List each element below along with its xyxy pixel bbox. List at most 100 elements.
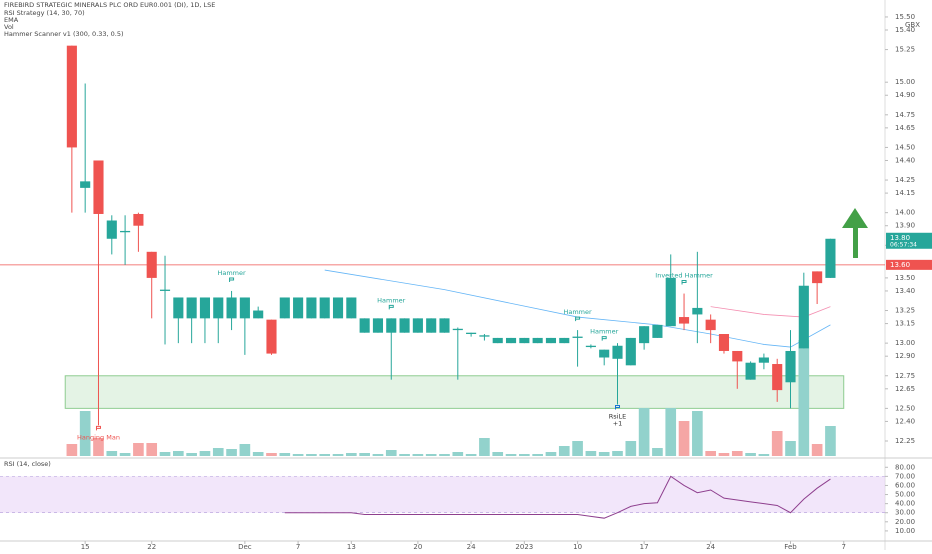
y-tick-label: 12.65 [895, 385, 915, 393]
volume-bar [199, 451, 211, 456]
y-tick-label: 13.90 [895, 222, 915, 230]
volume-bar [119, 453, 131, 456]
candle-body [612, 345, 623, 359]
volume-bar [745, 453, 756, 456]
volume-bar [159, 452, 171, 456]
candle-body [452, 328, 463, 331]
volume-bar [705, 451, 716, 456]
candle-body [80, 181, 91, 188]
x-tick-label: 24 [706, 543, 715, 550]
rsi-title: RSI (14, close) [4, 460, 51, 468]
volume-bar [306, 454, 317, 456]
y-tick-label: 14.15 [895, 189, 915, 197]
currency-label: GBX [905, 21, 920, 29]
y-tick-label: 15.25 [895, 46, 915, 54]
candle-body [399, 318, 410, 333]
volume-bar [612, 451, 623, 456]
y-tick-label: 12.75 [895, 372, 915, 380]
candle-body [745, 362, 756, 380]
volume-bar [173, 451, 184, 456]
volume-bar [359, 453, 370, 456]
volume-bar [758, 454, 770, 456]
annotation-flag [601, 336, 607, 341]
volume-bar [505, 454, 517, 456]
volume-bar [412, 454, 424, 456]
volume-bar [465, 454, 477, 456]
candle-body [266, 319, 277, 354]
candle-body [159, 289, 171, 291]
annotation-label: Hanging Man [77, 433, 120, 441]
y-tick-label: 60.00 [895, 481, 915, 489]
y-tick-label: 12.50 [895, 404, 915, 412]
volume-bar [106, 451, 118, 456]
candle-body [585, 345, 596, 348]
y-tick-label: 30.00 [895, 509, 915, 517]
volume-bar [532, 454, 543, 456]
annotation-flag [95, 425, 101, 431]
volume-bar [425, 454, 437, 456]
volume-bar [558, 446, 570, 456]
candle-body [599, 349, 610, 358]
candle-body [532, 337, 543, 344]
candle-body [199, 297, 211, 319]
volume-bar [186, 453, 197, 456]
candle-body [386, 318, 397, 333]
y-tick-label: 70.00 [895, 472, 915, 480]
candle-body [559, 337, 570, 344]
candle-body [772, 364, 783, 391]
candle-body [758, 357, 769, 363]
volume-bar [266, 453, 277, 456]
candle-body [705, 319, 716, 331]
volume-bar [146, 443, 158, 456]
candle-body [466, 332, 477, 335]
candle-body [545, 337, 557, 344]
volume-bar [452, 452, 464, 456]
volume-bar [279, 453, 291, 456]
x-tick-label: 24 [467, 543, 476, 550]
candle-body [692, 307, 703, 315]
y-tick-label: 12.25 [895, 437, 915, 445]
chart-title: FIREBIRD STRATEGIC MINERALS PLC ORD EUR0… [4, 1, 215, 9]
y-tick-label: 14.00 [895, 209, 915, 217]
y-tick-label: 20.00 [895, 518, 915, 526]
last-price-tag [886, 232, 932, 249]
candle-body [412, 318, 423, 333]
y-tick-label: 14.25 [895, 176, 915, 184]
candle-body [359, 318, 370, 333]
candle-body [492, 337, 503, 344]
candle-body [519, 337, 530, 344]
volume-bar [638, 408, 650, 456]
volume-bar [226, 449, 237, 456]
y-tick-label: 15.00 [895, 78, 915, 86]
volume-bar [692, 411, 703, 456]
candle-body [213, 297, 224, 319]
candle-body [732, 350, 743, 362]
annotation-flag [681, 280, 687, 285]
volume-bar [79, 411, 91, 456]
volume-bar [785, 441, 796, 456]
candle-body [106, 220, 117, 239]
annotation-label: Hammer [377, 296, 406, 304]
y-tick-label: 12.90 [895, 352, 915, 360]
volume-bar [731, 451, 743, 456]
candle-body [226, 297, 237, 319]
x-tick-label: 22 [147, 543, 156, 550]
candle-body [120, 230, 131, 233]
volume-bar [439, 454, 450, 456]
candle-body [186, 297, 197, 319]
last-price-label: 13.80 [890, 234, 910, 242]
candle-body [133, 213, 144, 226]
rsi-line [284, 475, 831, 519]
volume-bar [665, 408, 677, 456]
volume-bar [492, 452, 504, 456]
x-tick-label: 13 [347, 543, 356, 550]
y-tick-label: 14.75 [895, 111, 915, 119]
countdown-label: 06:57:34 [890, 241, 917, 248]
volume-bar [319, 454, 331, 456]
level-label: 13.60 [890, 261, 910, 269]
x-tick-label: 20 [413, 543, 422, 550]
y-tick-label: 10.00 [895, 527, 915, 535]
volume-bar [133, 443, 144, 456]
y-tick-label: 13.50 [895, 274, 915, 282]
